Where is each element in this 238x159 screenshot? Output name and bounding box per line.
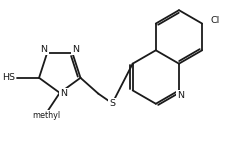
Text: N: N (60, 89, 67, 98)
Text: N: N (178, 91, 184, 100)
Text: methyl: methyl (32, 111, 60, 120)
Text: HS: HS (2, 73, 15, 82)
Text: N: N (40, 45, 48, 54)
Text: N: N (72, 45, 79, 54)
Text: Cl: Cl (210, 16, 219, 25)
Text: S: S (109, 99, 115, 108)
